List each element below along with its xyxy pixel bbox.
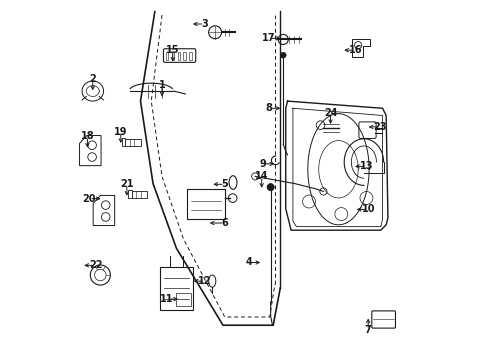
Bar [176,293,190,306]
Bar [187,189,224,220]
Bar [183,52,185,59]
Text: 9: 9 [259,159,265,169]
Text: 7: 7 [364,325,371,335]
Text: 6: 6 [221,218,228,228]
Circle shape [280,52,285,58]
Text: 15: 15 [166,45,179,55]
Text: 24: 24 [323,108,337,118]
Text: 18: 18 [81,131,94,141]
Bar [165,52,168,59]
Text: 14: 14 [254,171,268,181]
Bar [125,139,140,145]
Text: 4: 4 [245,257,252,267]
Bar [171,52,174,59]
Bar [189,52,191,59]
Bar [128,190,131,198]
Text: 5: 5 [221,179,228,189]
Text: 23: 23 [372,122,386,132]
Text: 17: 17 [262,33,275,43]
Bar [177,52,180,59]
Text: 16: 16 [348,45,362,55]
Text: 13: 13 [359,161,372,171]
Text: 11: 11 [160,294,173,304]
Circle shape [266,184,274,191]
Bar [131,191,146,198]
Text: 2: 2 [89,74,96,84]
Text: 21: 21 [120,179,133,189]
Text: 19: 19 [114,127,127,136]
Text: 22: 22 [89,260,102,270]
Text: 10: 10 [361,204,374,215]
Text: 1: 1 [158,80,165,90]
Bar [160,267,192,310]
Text: 3: 3 [201,19,207,29]
Text: 20: 20 [82,194,96,204]
Text: 12: 12 [198,276,211,286]
Text: 8: 8 [265,103,272,113]
Bar [122,138,125,146]
